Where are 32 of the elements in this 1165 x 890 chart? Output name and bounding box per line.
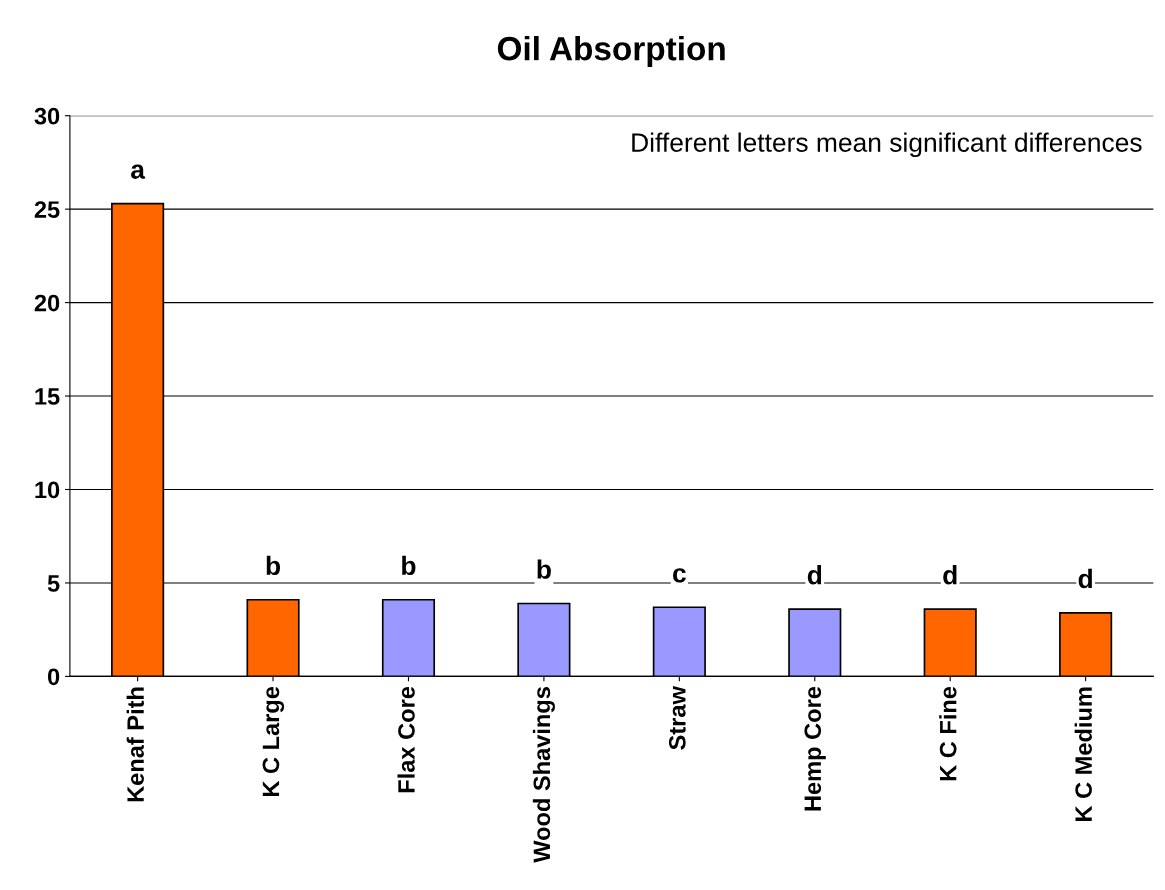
x-tick-label: Hemp Core (804, 686, 826, 811)
x-tick-label: K C Large (262, 686, 285, 797)
annotation: b (266, 555, 281, 576)
y-tick-label: 10 (35, 481, 60, 499)
bar (246, 598, 300, 677)
annotation: Different letters mean significant differences (632, 132, 1142, 158)
annotation: c (673, 568, 686, 583)
bar (923, 608, 977, 677)
bar (1059, 612, 1113, 677)
bar (788, 608, 842, 677)
bar (381, 598, 436, 677)
x-tick-label: Flax Core (397, 686, 415, 793)
y-tick-label: 25 (34, 201, 60, 218)
x-tick-label: K C Fine (939, 686, 957, 781)
bar (652, 606, 706, 677)
bar (517, 602, 571, 677)
chart-title: Oil Absorption (497, 35, 725, 68)
x-tick-label: K C Medium (1074, 687, 1092, 821)
annotation: b (537, 559, 551, 579)
x-tick-label: Straw (668, 686, 686, 750)
x-tick-label: Kenaf Pith (126, 687, 144, 802)
y-tick-label: 0 (47, 668, 60, 686)
annotation: a (131, 164, 146, 179)
annotation: d (943, 565, 957, 585)
annotation: b (402, 555, 416, 576)
y-tick-label: 20 (34, 294, 60, 312)
y-tick-label: 30 (34, 107, 60, 125)
annotation: d (807, 565, 822, 585)
y-tick-label: 15 (35, 388, 60, 405)
y-tick-label: 5 (47, 575, 60, 592)
x-tick-label: Wood Shavings (532, 687, 555, 863)
annotation: d (1078, 568, 1092, 589)
